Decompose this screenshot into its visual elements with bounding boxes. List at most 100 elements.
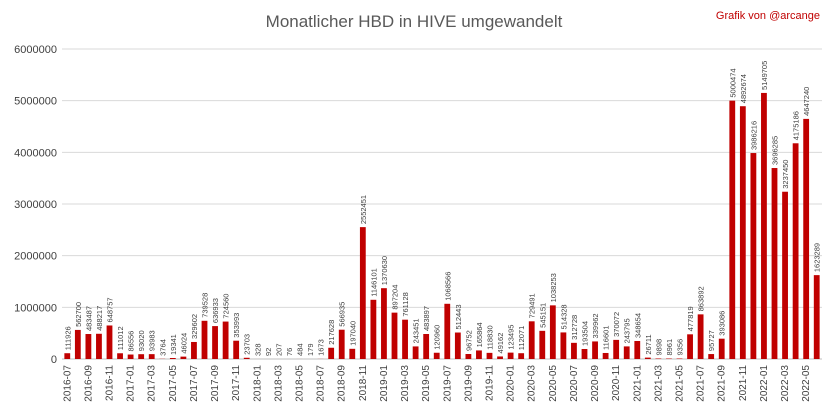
data-label: 93983	[148, 330, 157, 351]
bar	[771, 168, 778, 359]
data-label: 1623289	[813, 243, 822, 272]
data-label: 179	[306, 343, 315, 356]
data-label: 370072	[612, 312, 621, 337]
data-label: 353993	[232, 313, 241, 338]
bar	[138, 354, 145, 359]
x-tick-label: 2017-09	[210, 365, 221, 402]
bar	[412, 346, 419, 359]
bar	[549, 305, 556, 359]
data-label: 1146101	[369, 268, 378, 297]
bar	[655, 358, 662, 359]
bar	[201, 320, 208, 359]
data-label: 207	[274, 343, 283, 356]
bar	[117, 353, 123, 359]
data-label: 514328	[559, 304, 568, 329]
data-label: 648757	[106, 297, 115, 322]
y-tick-label: 5000000	[14, 96, 57, 108]
bar	[423, 333, 430, 359]
bar	[792, 143, 799, 359]
data-label: 5149705	[760, 61, 769, 90]
data-label: 2552451	[359, 195, 368, 224]
data-label: 116601	[602, 325, 611, 349]
x-tick-label: 2020-11	[611, 365, 622, 401]
data-label: 111012	[116, 326, 125, 350]
bar	[782, 191, 788, 359]
x-tick-label: 2021-05	[675, 365, 686, 402]
bar	[64, 353, 71, 359]
data-label: 566935	[338, 302, 347, 327]
bar	[391, 312, 398, 359]
x-tick-label: 2019-01	[379, 365, 390, 402]
data-label: 3237450	[781, 160, 790, 189]
x-tick-label: 2019-09	[463, 365, 474, 402]
x-tick-label: 2017-03	[147, 365, 158, 402]
data-label: 197040	[348, 321, 357, 346]
data-label: 512443	[454, 304, 463, 329]
y-tick-label: 6000000	[14, 44, 57, 56]
data-label: 4647240	[802, 87, 811, 116]
x-tick-label: 2017-07	[189, 365, 200, 402]
x-tick-label: 2017-11	[231, 365, 242, 401]
data-label: 5000474	[728, 68, 737, 97]
bar	[571, 342, 577, 359]
gridlines	[62, 48, 822, 360]
data-label: 193504	[581, 321, 590, 346]
y-tick-label: 2000000	[14, 251, 57, 263]
data-label: 26711	[644, 334, 653, 354]
bar	[222, 321, 229, 359]
bar	[592, 341, 598, 359]
x-tick-label: 2020-03	[527, 365, 538, 402]
data-label: 96752	[464, 330, 473, 351]
y-axis-ticks: 0 1000000 2000000 3000000 4000000 5000000 6000…	[14, 44, 57, 366]
data-label: 483487	[84, 306, 93, 331]
data-label: 863892	[697, 286, 706, 311]
data-label: 118830	[486, 325, 495, 349]
x-tick-label: 2018-05	[295, 365, 306, 402]
x-tick-label: 2018-03	[273, 365, 284, 402]
x-tick-label: 2019-07	[442, 365, 453, 402]
y-tick-label: 0	[51, 354, 57, 366]
bar	[212, 326, 218, 359]
data-label: 86556	[127, 331, 136, 352]
x-tick-label: 2018-09	[337, 365, 348, 402]
bar	[85, 334, 92, 359]
bar	[613, 339, 620, 359]
bar	[497, 356, 503, 359]
bar	[233, 340, 240, 359]
bar	[803, 118, 810, 359]
x-tick-label: 2019-11	[485, 365, 496, 401]
bar	[349, 348, 356, 359]
data-label: 897204	[391, 285, 400, 310]
data-label: 329602	[190, 314, 199, 339]
bar	[539, 330, 546, 359]
data-label: 339962	[591, 313, 600, 338]
data-label: 19341	[169, 334, 178, 355]
data-label: 123495	[507, 325, 516, 350]
bar	[338, 329, 345, 359]
data-label: 724560	[222, 294, 231, 319]
bar	[729, 100, 736, 359]
bar	[359, 227, 366, 359]
y-tick-label: 1000000	[14, 302, 57, 314]
bar	[328, 347, 335, 359]
bar	[191, 341, 197, 359]
bar	[687, 334, 693, 359]
bar	[381, 288, 387, 359]
data-label: 4892674	[739, 74, 748, 103]
bar-series	[64, 92, 820, 359]
bar	[486, 352, 493, 359]
data-label: 739528	[201, 293, 210, 318]
bar	[761, 92, 767, 359]
data-label: 729491	[528, 293, 537, 318]
data-label: 243795	[623, 318, 632, 343]
data-label: 483897	[422, 306, 431, 331]
x-tick-label: 2017-05	[168, 365, 179, 402]
bar	[518, 353, 525, 359]
data-label: 477819	[686, 306, 695, 331]
x-tick-label: 2020-07	[569, 365, 580, 402]
data-label: 9356	[676, 339, 685, 356]
x-tick-label: 2022-05	[801, 365, 812, 402]
data-label: 112071	[517, 326, 526, 350]
bar	[507, 352, 514, 359]
bar	[74, 329, 81, 359]
